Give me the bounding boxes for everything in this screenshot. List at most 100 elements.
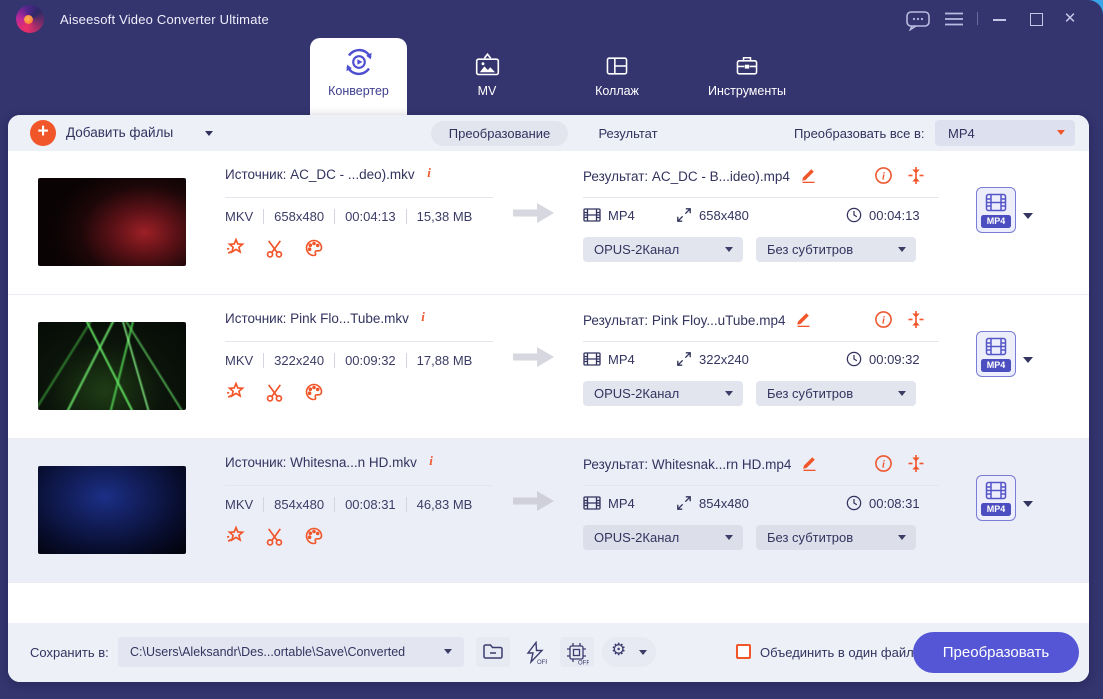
source-info-icon[interactable]: i — [427, 453, 435, 471]
gpu-accel-button[interactable]: OFF — [560, 637, 594, 667]
divider — [583, 341, 939, 342]
maximize-button[interactable] — [1026, 10, 1046, 28]
film-icon — [985, 481, 1007, 500]
convert-arrow-icon — [513, 347, 554, 367]
audio-track-select[interactable]: OPUS-2Канал — [583, 381, 743, 406]
source-filename: Источник: Pink Flo...Tube.mkv i — [225, 309, 427, 327]
result-info-icon[interactable]: i — [874, 454, 893, 478]
svg-text:OFF: OFF — [578, 661, 589, 666]
rename-pencil-icon[interactable] — [799, 166, 817, 186]
edit-magic-icon[interactable] — [225, 237, 246, 258]
feedback-icon[interactable] — [905, 9, 931, 36]
output-profile-button[interactable]: MP4 — [976, 331, 1016, 377]
video-thumbnail[interactable] — [38, 466, 186, 554]
output-duration: 00:04:13 — [846, 207, 920, 223]
menu-icon[interactable] — [944, 12, 964, 31]
tab-mv-label: MV — [477, 84, 497, 98]
convert-all-select[interactable]: MP4 — [935, 120, 1075, 146]
tab-tools-label: Инструменты — [708, 84, 786, 98]
subtitle-select[interactable]: Без субтитров — [756, 525, 916, 550]
source-info-icon[interactable]: i — [425, 165, 433, 183]
rename-pencil-icon[interactable] — [800, 454, 818, 474]
row-actions — [225, 381, 339, 407]
save-path-value: C:\Users\Aleksandr\Des...ortable\Save\Co… — [130, 645, 406, 659]
tab-converter[interactable]: Конвертер — [310, 38, 407, 115]
profile-caret-icon[interactable] — [1023, 206, 1033, 224]
audio-track-select[interactable]: OPUS-2Канал — [583, 525, 743, 550]
output-format: MP4 — [583, 351, 635, 367]
source-info-icon[interactable]: i — [419, 309, 427, 327]
footer-bar: Сохранить в: C:\Users\Aleksandr\Des...or… — [8, 623, 1089, 682]
divider — [225, 197, 493, 198]
profile-caret-icon[interactable] — [1023, 494, 1033, 512]
close-button[interactable]: ✕ — [1063, 10, 1077, 27]
video-thumbnail[interactable] — [38, 178, 186, 266]
cut-scissors-icon[interactable] — [265, 239, 284, 258]
effect-palette-icon[interactable] — [304, 382, 324, 402]
chevron-down-icon — [725, 391, 733, 396]
cut-scissors-icon[interactable] — [265, 383, 284, 402]
row-actions — [225, 525, 339, 551]
settings-button[interactable]: ⚙ — [602, 637, 656, 667]
convert-button[interactable]: Преобразовать — [913, 632, 1079, 673]
film-icon — [985, 193, 1007, 212]
effect-palette-icon[interactable] — [304, 238, 324, 258]
merge-checkbox[interactable] — [736, 644, 751, 659]
add-files-button[interactable]: + — [30, 120, 56, 146]
cut-scissors-icon[interactable] — [265, 527, 284, 546]
chevron-down-icon — [898, 391, 906, 396]
chevron-down-icon — [898, 247, 906, 252]
result-info-icon[interactable]: i — [874, 310, 893, 334]
source-meta: MKV 854x480 00:08:31 46,83 MB — [225, 497, 483, 512]
effect-palette-icon[interactable] — [304, 526, 324, 546]
convert-all-value: MP4 — [948, 126, 975, 141]
file-row[interactable]: Источник: AC_DC - ...deo).mkv i MKV 658x48… — [8, 151, 1089, 295]
open-folder-button[interactable] — [476, 637, 510, 667]
subtitle-select[interactable]: Без субтитров — [756, 381, 916, 406]
divider — [583, 485, 939, 486]
file-row[interactable]: Источник: Pink Flo...Tube.mkv i MKV 322x24… — [8, 295, 1089, 439]
output-resolution: 854x480 — [676, 495, 749, 511]
source-filename: Источник: AC_DC - ...deo).mkv i — [225, 165, 433, 183]
profile-format-badge: MP4 — [981, 215, 1011, 228]
divider — [225, 485, 493, 486]
minimize-button[interactable] — [990, 10, 1010, 28]
toolbar: + Добавить файлы Преобразование Результа… — [8, 115, 1089, 151]
edit-magic-icon[interactable] — [225, 525, 246, 546]
chevron-down-icon — [725, 247, 733, 252]
hardware-accel-button[interactable]: OFF — [518, 637, 552, 667]
add-files-label[interactable]: Добавить файлы — [66, 125, 174, 140]
lightning-off-icon: OFF — [526, 640, 549, 666]
gear-icon: ⚙ — [611, 640, 627, 659]
result-filename: Результат: Whitesnak...rn HD.mp4 — [583, 454, 818, 474]
result-adjust-icon[interactable] — [907, 310, 925, 334]
rename-pencil-icon[interactable] — [794, 310, 812, 330]
save-path-select[interactable]: C:\Users\Aleksandr\Des...ortable\Save\Co… — [118, 637, 464, 667]
chevron-down-icon — [639, 650, 647, 655]
audio-track-select[interactable]: OPUS-2Канал — [583, 237, 743, 262]
result-adjust-icon[interactable] — [907, 454, 925, 478]
subtitle-select[interactable]: Без субтитров — [756, 237, 916, 262]
view-tab-result[interactable]: Результат — [598, 126, 658, 141]
output-format: MP4 — [583, 495, 635, 511]
svg-text:i: i — [429, 454, 433, 468]
divider — [225, 341, 493, 342]
gpu-chip-off-icon: OFF — [567, 643, 590, 667]
svg-text:i: i — [882, 316, 885, 327]
result-adjust-icon[interactable] — [907, 166, 925, 190]
result-info-icon[interactable]: i — [874, 166, 893, 190]
output-profile-button[interactable]: MP4 — [976, 187, 1016, 233]
folder-icon — [483, 644, 503, 659]
profile-caret-icon[interactable] — [1023, 350, 1033, 368]
tab-converter-label: Конвертер — [328, 84, 389, 98]
add-files-caret-icon[interactable] — [205, 131, 213, 136]
output-duration: 00:08:31 — [846, 495, 920, 511]
main-panel: + Добавить файлы Преобразование Результа… — [8, 115, 1089, 682]
edit-magic-icon[interactable] — [225, 381, 246, 402]
video-thumbnail[interactable] — [38, 322, 186, 410]
source-meta: MKV 658x480 00:04:13 15,38 MB — [225, 209, 483, 224]
view-tab-convert[interactable]: Преобразование — [431, 121, 568, 146]
chevron-down-icon — [898, 535, 906, 540]
file-row-selected[interactable]: Источник: Whitesna...n HD.mkv i MKV 854x48… — [8, 439, 1089, 583]
output-profile-button[interactable]: MP4 — [976, 475, 1016, 521]
